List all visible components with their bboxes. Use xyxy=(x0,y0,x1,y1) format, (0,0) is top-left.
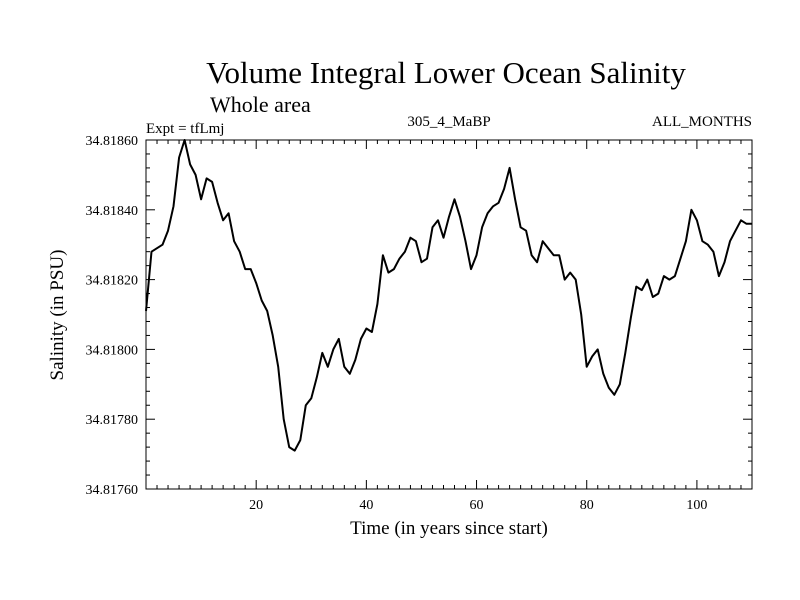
annotation-expt: Expt = tfLmj xyxy=(146,121,224,137)
y-axis-label: Salinity (in PSU) xyxy=(47,250,68,381)
chart-title: Volume Integral Lower Ocean Salinity xyxy=(206,55,686,90)
x-axis-label: Time (in years since start) xyxy=(350,518,548,539)
y-axis: 34.81760 34.81780 34.81800 34.81820 34.81840… xyxy=(86,134,752,498)
salinity-series-line xyxy=(145,139,752,452)
y-tick-label: 34.81840 xyxy=(86,204,139,219)
y-tick-label: 34.81820 xyxy=(86,274,139,289)
plot-frame xyxy=(145,139,753,490)
y-tick-label: 34.81780 xyxy=(86,413,139,428)
chart-subtitle: Whole area xyxy=(210,92,311,117)
x-axis: 20 40 60 80 100 xyxy=(156,140,742,513)
x-tick-label: 80 xyxy=(580,498,594,513)
annotation-months: ALL_MONTHS xyxy=(652,114,752,130)
y-tick-label: 34.81760 xyxy=(86,483,139,498)
x-tick-label: 100 xyxy=(686,498,707,513)
annotation-run: 305_4_MaBP xyxy=(407,114,490,130)
x-tick-label: 20 xyxy=(249,498,263,513)
x-tick-label: 60 xyxy=(470,498,484,513)
y-tick-label: 34.81860 xyxy=(86,134,139,149)
x-tick-label: 40 xyxy=(359,498,373,513)
y-tick-label: 34.81800 xyxy=(86,343,139,358)
